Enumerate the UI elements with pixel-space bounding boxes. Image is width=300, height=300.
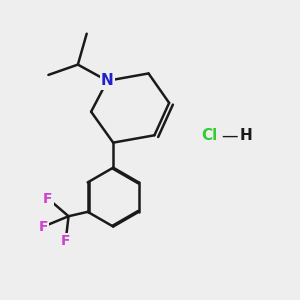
Text: F: F (39, 220, 48, 234)
Text: F: F (43, 192, 53, 206)
Text: Cl: Cl (201, 128, 217, 143)
Text: N: N (101, 73, 114, 88)
Text: F: F (61, 234, 70, 248)
Text: —: — (221, 126, 238, 144)
Text: H: H (239, 128, 252, 143)
